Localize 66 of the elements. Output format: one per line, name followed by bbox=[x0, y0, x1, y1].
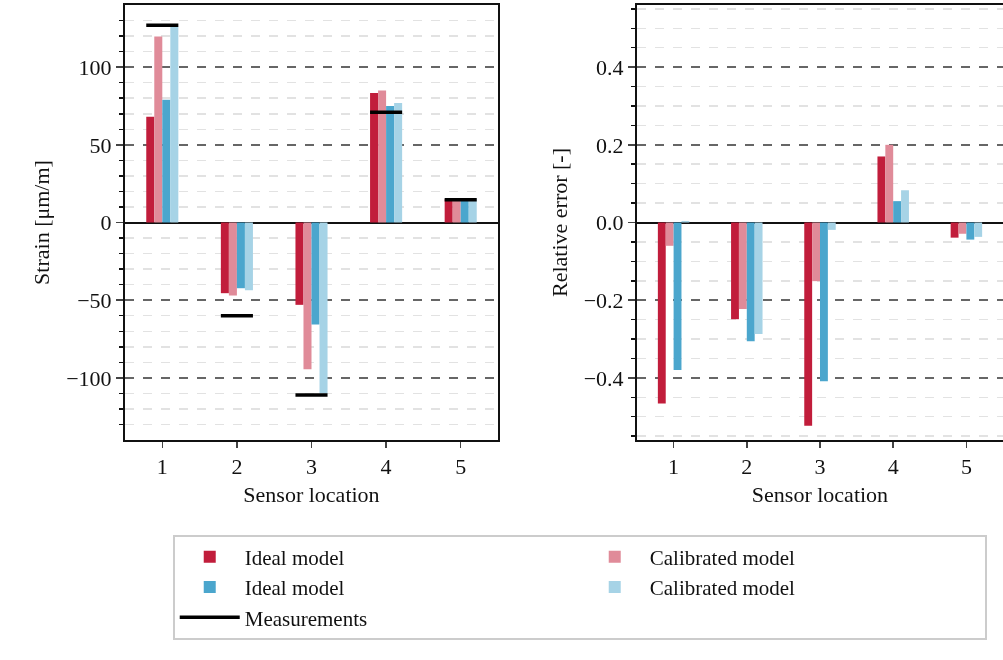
x-tick-label: 4 bbox=[887, 454, 899, 480]
bar bbox=[370, 92, 379, 223]
y-tick-label: 50 bbox=[89, 132, 112, 158]
bar bbox=[827, 222, 836, 230]
bar bbox=[146, 116, 155, 223]
bar bbox=[311, 222, 320, 325]
bar bbox=[220, 222, 229, 294]
bar bbox=[966, 222, 975, 240]
legend-label: Calibrated model bbox=[649, 545, 796, 570]
bar bbox=[236, 222, 245, 289]
x-tick-label: 5 bbox=[960, 454, 972, 480]
y-axis-title: Relative error [-] bbox=[546, 147, 572, 298]
bar bbox=[303, 222, 312, 370]
bar bbox=[746, 222, 755, 342]
bar bbox=[974, 222, 983, 237]
legend-label: Ideal model bbox=[244, 576, 345, 601]
y-axis-title: Strain [μm/m] bbox=[29, 160, 55, 285]
bar bbox=[228, 222, 237, 296]
bar bbox=[452, 199, 461, 223]
y-tick-label: −100 bbox=[66, 365, 112, 391]
x-tick-label: 3 bbox=[814, 454, 826, 480]
bar bbox=[386, 105, 395, 223]
bar bbox=[657, 222, 666, 404]
y-tick-label: −0.2 bbox=[583, 287, 624, 313]
y-tick-label: −50 bbox=[77, 287, 112, 313]
x-axis-title: Sensor location bbox=[751, 481, 889, 507]
y-tick-label: −0.4 bbox=[583, 365, 624, 391]
bar bbox=[394, 102, 403, 223]
x-tick-label: 4 bbox=[380, 454, 392, 480]
bar bbox=[319, 222, 328, 394]
x-tick-label: 3 bbox=[306, 454, 317, 480]
y-tick-label: 0.2 bbox=[596, 132, 624, 158]
bar bbox=[731, 222, 739, 320]
bar bbox=[162, 99, 171, 223]
bar bbox=[468, 199, 477, 223]
bar bbox=[378, 90, 387, 223]
bar bbox=[170, 26, 179, 223]
bar bbox=[295, 222, 304, 305]
legend-label: Calibrated model bbox=[649, 576, 796, 601]
y-tick-label: 0.0 bbox=[596, 210, 624, 236]
bar bbox=[460, 199, 469, 223]
y-tick-label: 0 bbox=[100, 210, 112, 236]
bar bbox=[738, 222, 747, 310]
bar bbox=[893, 201, 902, 223]
x-tick-label: 1 bbox=[156, 454, 168, 480]
bar bbox=[665, 222, 674, 246]
bar bbox=[950, 222, 959, 238]
x-axis-title: Sensor location bbox=[243, 481, 380, 507]
x-tick-label: 1 bbox=[668, 454, 680, 480]
bar bbox=[812, 222, 820, 282]
legend-label: Measurements bbox=[244, 606, 368, 631]
bar bbox=[820, 222, 828, 382]
y-tick-label: 100 bbox=[78, 54, 112, 80]
bar bbox=[444, 199, 453, 223]
bar bbox=[877, 156, 886, 223]
legend-label: Ideal model bbox=[244, 545, 345, 570]
x-tick-label: 2 bbox=[231, 454, 243, 480]
y-tick-label: 0.4 bbox=[596, 54, 624, 80]
bar bbox=[754, 222, 763, 334]
bar bbox=[901, 190, 909, 223]
bar bbox=[804, 222, 813, 426]
x-tick-label: 5 bbox=[455, 454, 467, 480]
bar bbox=[244, 222, 253, 291]
x-tick-label: 2 bbox=[741, 454, 753, 480]
bar bbox=[885, 144, 894, 223]
bar bbox=[154, 36, 163, 223]
